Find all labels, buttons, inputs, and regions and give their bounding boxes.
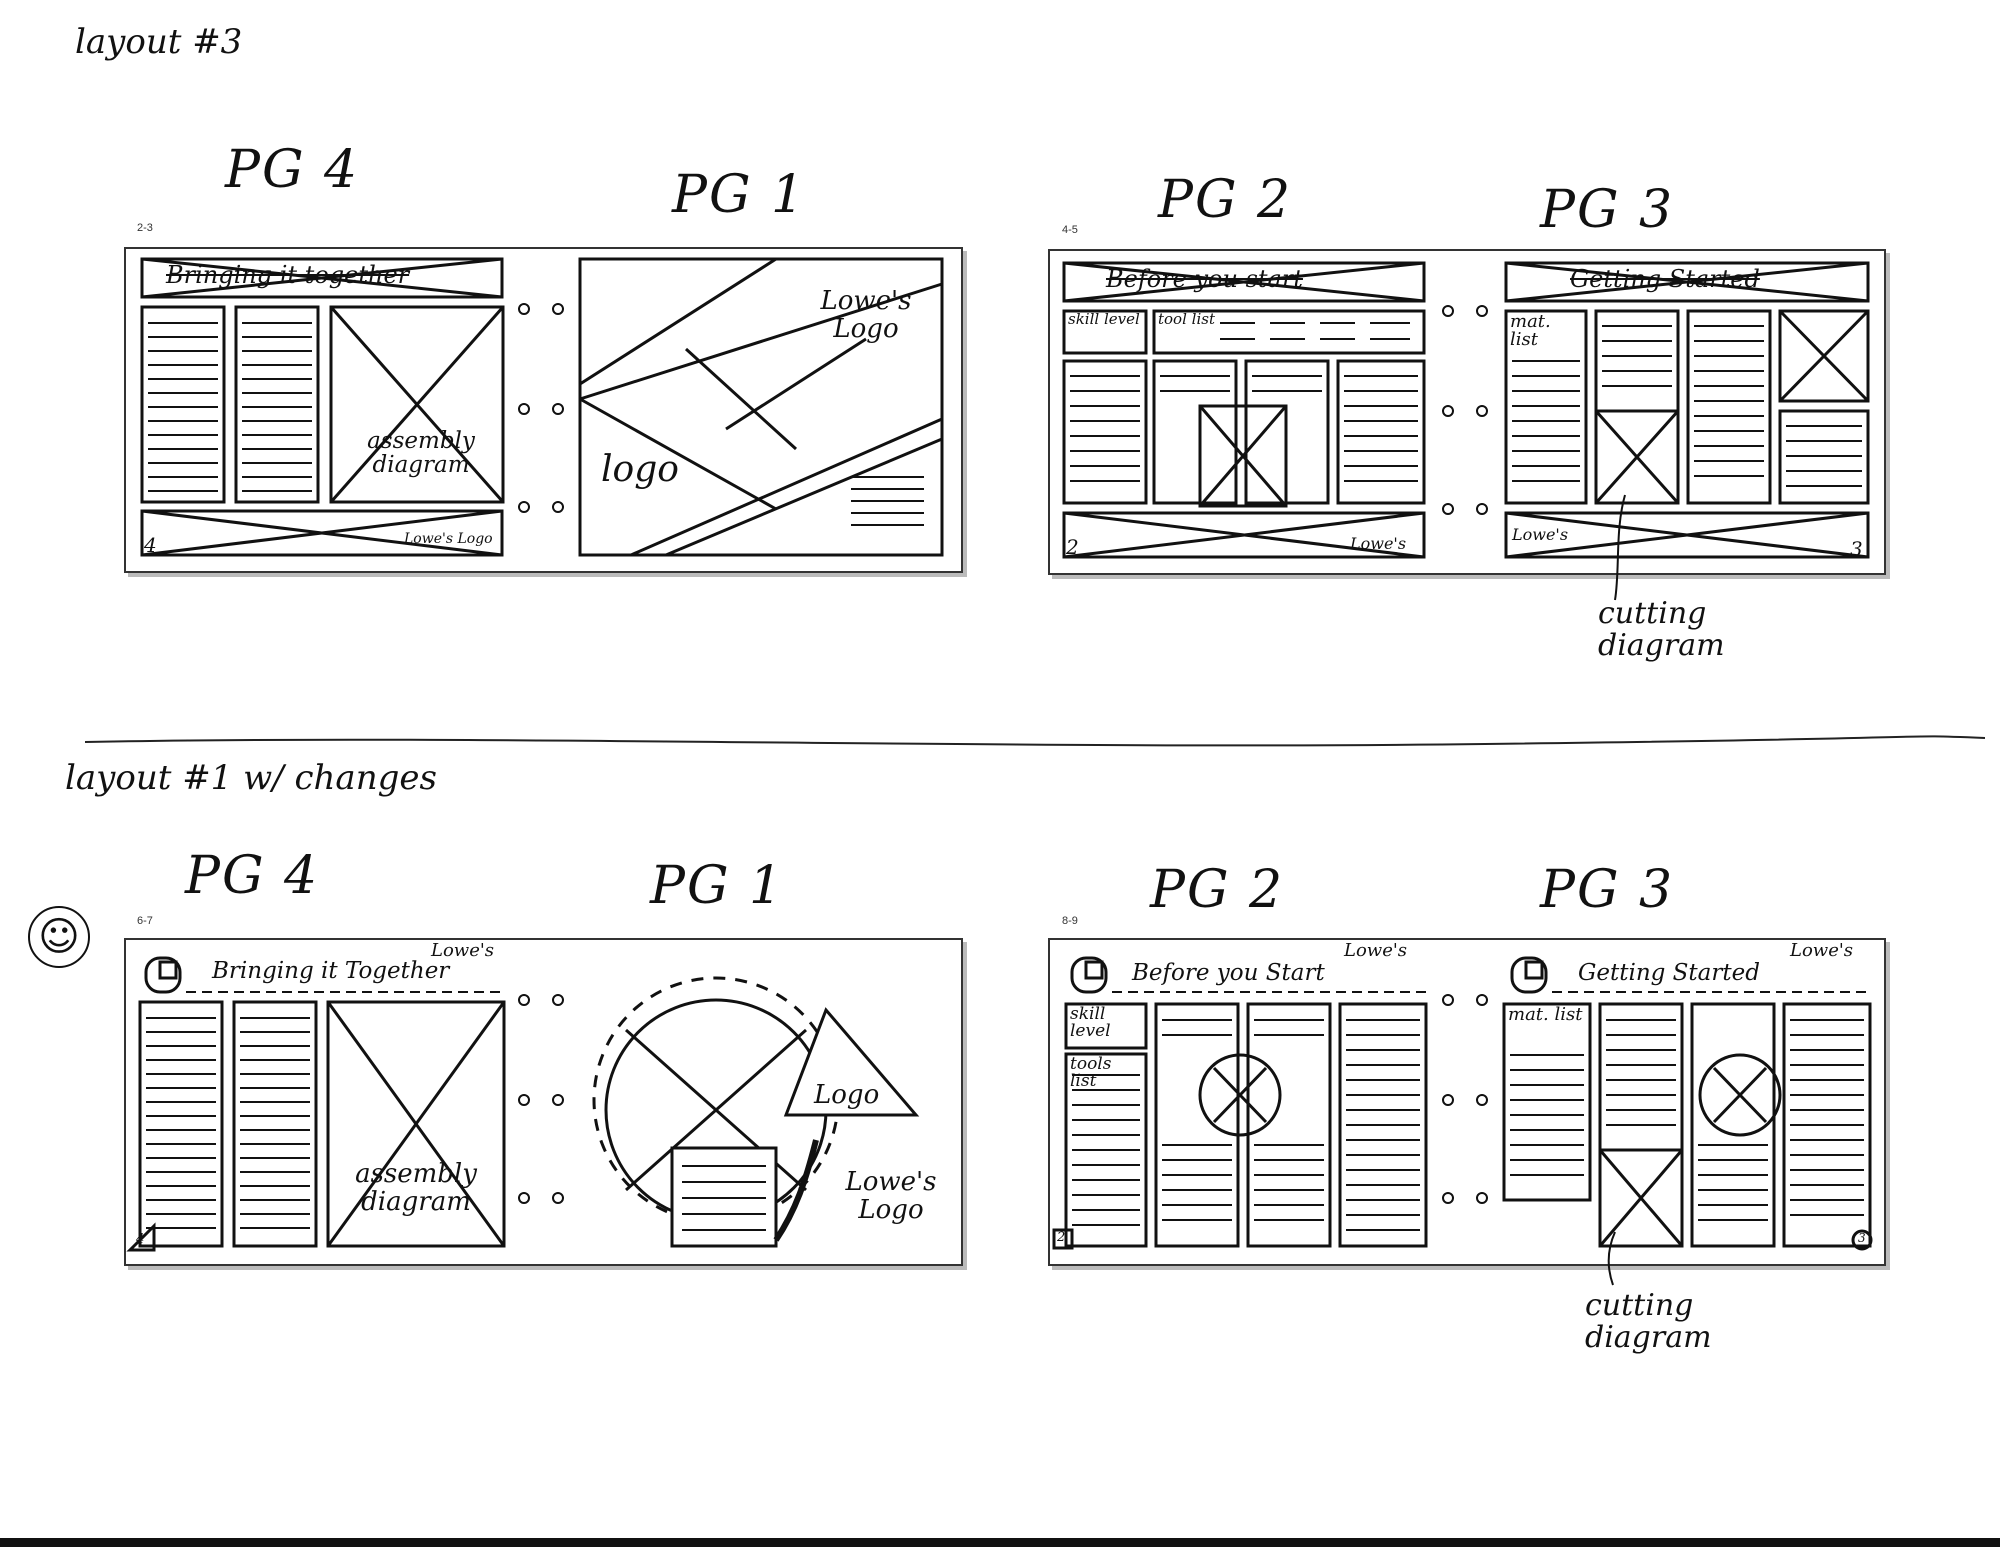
layout1-spread-pg2-pg3: Before you Start Lowe's Getting Started … — [1048, 938, 1886, 1266]
layout1-spread-a-sketch — [126, 956, 920, 1252]
layout3-pg3-label: PG 3 — [1540, 180, 1675, 240]
layout1-lowes-logo-label: Lowe's Logo — [845, 1167, 937, 1225]
layout3-footer-lowes-logo: Lowe's Logo — [404, 531, 493, 547]
smiley-icon: ☺ — [28, 906, 90, 968]
layout3-page-number-2: 2 — [1066, 535, 1079, 559]
layout1-page-number-3: 3 — [1858, 1231, 1866, 1245]
spread-number: 4-5 — [1062, 224, 1078, 236]
layout3-lowes-logo-label: Lowe's Logo — [820, 286, 912, 344]
layout3-mat-list: mat. list — [1510, 311, 1551, 350]
layout1-mat-list: mat. list — [1508, 1004, 1583, 1025]
spread-number: 6-7 — [137, 915, 153, 927]
layout3-spread-b-sketch — [1062, 261, 1870, 559]
layout1-pg2-label: PG 2 — [1150, 860, 1285, 920]
layout1-pg3-label: PG 3 — [1540, 860, 1675, 920]
layout3-page-number-3: 3 — [1850, 537, 1863, 561]
layout1-logo-label: Logo — [814, 1080, 880, 1110]
layout1-page-number-2: 2 — [1057, 1230, 1066, 1245]
layout1-pg4-label: PG 4 — [185, 846, 320, 906]
layout1-cutting-diagram-callout: cutting diagram — [1585, 1288, 1712, 1355]
layout3-logo-label: logo — [601, 449, 679, 490]
section-divider — [85, 735, 1985, 747]
layout3-pg1-label: PG 1 — [672, 165, 807, 225]
layout3-pg4-label: PG 4 — [225, 140, 360, 200]
layout1-title: layout #1 w/ changes — [65, 758, 437, 798]
layout3-header-getting: Getting Started — [1570, 265, 1760, 293]
spread-number: 2-3 — [137, 222, 153, 234]
layout1-spread-pg4-pg1: Bringing it Together Lowe's assembly dia… — [124, 938, 963, 1266]
layout3-callout-line — [1614, 494, 1626, 601]
layout3-title: layout #3 — [75, 22, 243, 62]
layout1-header-getting: Getting Started — [1578, 960, 1760, 986]
layout3-skill-level: skill level — [1068, 310, 1140, 328]
layout3-spread-pg4-pg1: Bringing it together assembly diagram Lo… — [124, 247, 963, 573]
layout1-corner-lowes: Lowe's — [431, 940, 495, 961]
spread-number: 8-9 — [1062, 915, 1078, 927]
layout3-tool-list: tool list — [1158, 310, 1215, 328]
layout1-skill-level: skill level — [1070, 1004, 1111, 1041]
layout1-page-number-4: 4 — [136, 1232, 145, 1247]
layout1-tools-list: tools list — [1070, 1054, 1112, 1091]
layout3-footer-lowes-right: Lowe's — [1512, 525, 1569, 544]
scan-edge — [0, 1538, 2000, 1547]
layout3-footer-lowes-left: Lowe's — [1350, 534, 1407, 553]
layout3-spread-a-sketch — [140, 257, 944, 557]
layout1-header-before: Before you Start — [1132, 960, 1325, 986]
layout1-corner-lowes-right: Lowe's — [1790, 940, 1854, 961]
layout3-header-before: Before you start — [1106, 265, 1303, 293]
layout1-pg1-label: PG 1 — [650, 856, 785, 916]
layout3-spread-pg2-pg3: Before you start Getting Started skill l… — [1048, 249, 1886, 575]
layout3-assembly-label: assembly diagram — [367, 428, 475, 478]
layout3-page-number-4: 4 — [144, 533, 157, 557]
layout1-assembly-label: assembly diagram — [355, 1159, 477, 1217]
layout3-header-bringing: Bringing it together — [166, 261, 410, 289]
layout1-corner-lowes-left: Lowe's — [1344, 940, 1408, 961]
layout1-callout-line — [1607, 1231, 1616, 1286]
layout3-pg2-label: PG 2 — [1158, 170, 1293, 230]
layout1-spread-b-sketch — [1052, 956, 1873, 1251]
layout3-cutting-diagram-callout: cutting diagram — [1598, 596, 1725, 663]
layout1-header-bringing: Bringing it Together — [212, 958, 450, 984]
